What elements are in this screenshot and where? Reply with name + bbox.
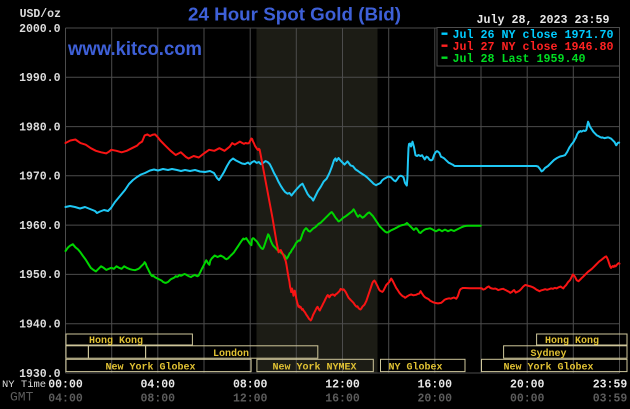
svg-text:23:59: 23:59: [593, 379, 628, 392]
svg-text:20:00: 20:00: [510, 379, 545, 392]
svg-text:04:00: 04:00: [141, 379, 176, 392]
svg-text:08:00: 08:00: [141, 393, 176, 406]
svg-text:New York NYMEX: New York NYMEX: [272, 361, 356, 373]
svg-text:www.kitco.com: www.kitco.com: [67, 39, 202, 60]
svg-text:1960.0: 1960.0: [19, 220, 61, 233]
svg-text:Jul 26 NY close 1971.70: Jul 26 NY close 1971.70: [453, 29, 614, 42]
svg-text:Hong Kong: Hong Kong: [545, 336, 599, 347]
svg-text:24 Hour Spot Gold (Bid): 24 Hour Spot Gold (Bid): [188, 5, 401, 25]
svg-text:16:00: 16:00: [325, 393, 360, 406]
svg-text:1970.0: 1970.0: [19, 171, 61, 184]
svg-text:USD/oz: USD/oz: [20, 8, 62, 21]
svg-text:1950.0: 1950.0: [19, 269, 61, 282]
svg-text:00:00: 00:00: [48, 379, 83, 392]
svg-text:Sydney: Sydney: [530, 348, 566, 360]
svg-text:NY Time: NY Time: [2, 379, 46, 391]
svg-text:Hong Kong: Hong Kong: [89, 336, 143, 347]
svg-text:Jul 27 NY close 1946.80: Jul 27 NY close 1946.80: [453, 41, 614, 54]
svg-text:New York Globex: New York Globex: [105, 361, 195, 373]
svg-text:NY Globex: NY Globex: [388, 361, 442, 373]
svg-text:1930.0: 1930.0: [19, 368, 61, 381]
svg-text:1980.0: 1980.0: [19, 121, 61, 134]
svg-text:12:00: 12:00: [233, 393, 268, 406]
svg-text:Jul 28 Last 1959.40: Jul 28 Last 1959.40: [453, 53, 586, 66]
svg-text:2000.0: 2000.0: [19, 23, 61, 36]
svg-text:New York Globex: New York Globex: [503, 361, 593, 373]
svg-text:1990.0: 1990.0: [19, 72, 61, 85]
svg-text:00:00: 00:00: [510, 393, 545, 406]
svg-text:GMT: GMT: [10, 390, 34, 405]
svg-text:16:00: 16:00: [418, 379, 453, 392]
svg-text:03:59: 03:59: [593, 393, 628, 406]
svg-text:London: London: [213, 348, 249, 360]
svg-text:July 28, 2023 23:59: July 28, 2023 23:59: [477, 14, 610, 27]
svg-text:1940.0: 1940.0: [19, 319, 61, 332]
svg-text:08:00: 08:00: [233, 379, 268, 392]
svg-text:04:00: 04:00: [48, 393, 83, 406]
svg-text:12:00: 12:00: [325, 379, 360, 392]
svg-text:20:00: 20:00: [418, 393, 453, 406]
